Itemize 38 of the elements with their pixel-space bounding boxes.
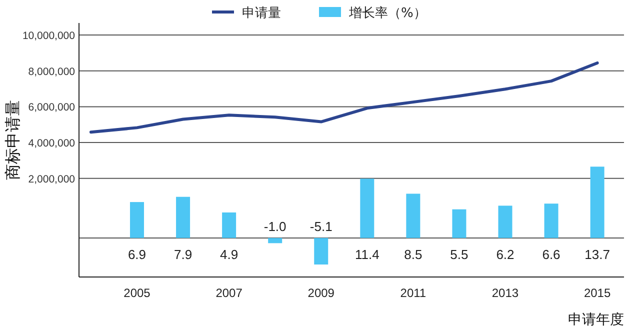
legend-label: 增长率（%） <box>348 5 426 21</box>
bar <box>544 204 558 238</box>
bar <box>452 209 466 238</box>
x-tick-label: 2015 <box>584 286 611 300</box>
bar <box>176 196 190 238</box>
bar <box>130 202 144 238</box>
data-label: 5.5 <box>450 246 468 262</box>
line-series <box>89 61 599 134</box>
bar <box>222 212 236 238</box>
bar <box>406 194 420 238</box>
y-tick-label: 10,000,000 <box>22 30 76 42</box>
bar <box>268 238 282 244</box>
data-label: 7.9 <box>174 246 192 262</box>
data-label: 6.6 <box>542 246 560 262</box>
x-tick-label: 2009 <box>308 286 335 300</box>
bar <box>314 238 328 265</box>
y-axis-title: 商标申请量 <box>3 100 22 180</box>
y-tick-label: 2,000,000 <box>28 173 76 186</box>
x-tick-label: 2007 <box>216 286 243 300</box>
bar <box>590 166 604 238</box>
x-axis-title: 申请年度 <box>568 312 624 328</box>
data-label: 6.9 <box>128 246 146 262</box>
x-tick-label: 2011 <box>400 286 426 300</box>
data-label: -1.0 <box>264 218 286 234</box>
bar <box>498 206 512 238</box>
y-tick-label: 8,000,000 <box>28 66 76 78</box>
x-tick-label: 2013 <box>492 286 519 300</box>
data-label: 11.4 <box>354 246 380 262</box>
bar <box>360 178 374 238</box>
data-label: 13.7 <box>584 246 610 262</box>
y-tick-label: 4,000,000 <box>28 138 76 150</box>
data-label: -5.1 <box>310 218 332 234</box>
data-label: 6.2 <box>496 246 514 262</box>
data-label: 8.5 <box>404 246 422 262</box>
data-label: 4.9 <box>220 246 238 262</box>
x-tick-label: 2005 <box>124 286 151 300</box>
y-tick-label: 6,000,000 <box>28 102 76 114</box>
legend-label: 申请量 <box>242 6 281 21</box>
